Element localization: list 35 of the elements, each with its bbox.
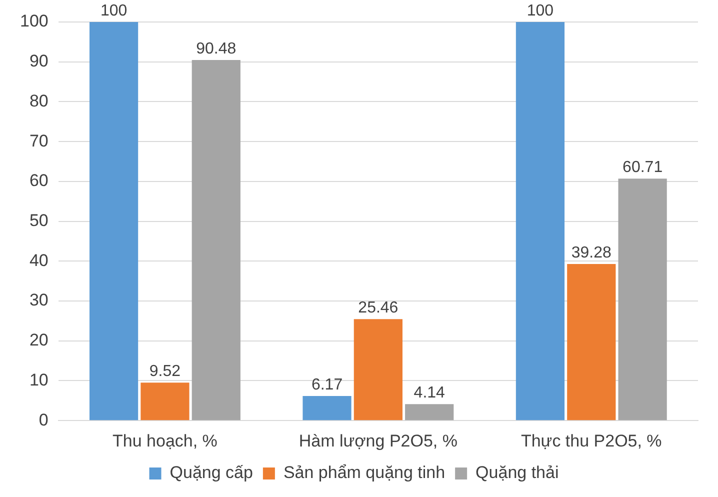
bar [192,60,240,420]
bar [516,22,565,420]
legend-label: Sản phẩm quặng tinh [283,463,446,482]
data-label: 25.46 [358,300,398,317]
data-label: 100 [100,2,128,20]
x-tick-label: Thu hoạch, % [112,431,218,450]
y-tick-label: 70 [29,131,48,150]
bar [302,396,352,420]
bar [405,404,454,420]
y-tick-label: 100 [20,12,48,31]
y-tick-label: 40 [29,250,48,270]
bar [567,264,616,420]
bar [89,22,138,420]
data-label: 9.52 [149,363,181,380]
y-tick-label: 80 [29,91,48,110]
y-tick-label: 50 [29,210,48,230]
x-tick-label: Hàm lượng P2O5, % [298,431,458,450]
bar [140,382,190,420]
y-tick-label: 20 [29,330,48,350]
y-tick-label: 30 [29,290,48,310]
legend-label: Quặng thải [476,463,559,482]
bar [354,319,402,420]
x-tick-label: Thực thu P2O5, % [520,431,662,450]
data-label: 90.48 [196,40,236,58]
data-label: 60.71 [622,159,663,176]
legend-label: Quặng cấp [170,463,253,482]
y-tick-label: 0 [38,410,48,430]
y-tick-label: 60 [29,171,48,190]
data-label: 39.28 [571,244,612,262]
data-label: 6.17 [311,376,343,394]
bar [618,178,667,420]
data-label: 4.14 [414,384,446,402]
y-tick-label: 90 [29,52,48,71]
y-tick-label: 10 [29,370,48,390]
data-label: 100 [526,2,554,20]
